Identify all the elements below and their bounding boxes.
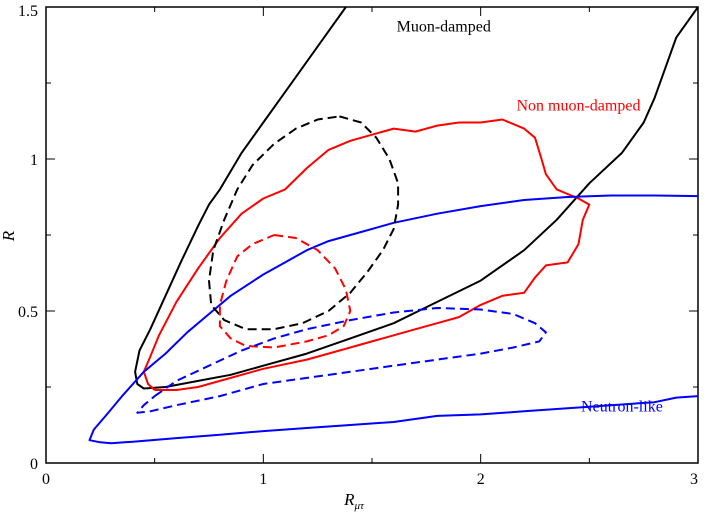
contour-curves [88,6,699,445]
x-tick-label-1: 1 [259,471,267,488]
series-line-3 [208,115,400,331]
x-tick-label-0: 0 [42,471,50,488]
y-tick-label-1.5: 1.5 [18,3,38,20]
x-tick-label-2: 2 [477,471,485,488]
axis-ticks [45,6,699,464]
y-tick-label-0: 0 [30,456,38,473]
x-tick-label-3: 3 [690,471,698,488]
plot-frame [45,6,699,464]
series-annotations: Muon-damped Non muon-damped Neutron-like [397,18,663,415]
x-axis-title-subscript: μτ [353,500,365,512]
annotation-label-0: Muon-damped [397,18,491,35]
y-axis-title: R [0,230,18,242]
series-line-2 [88,194,699,445]
x-axis-title-main: R [343,490,355,509]
annotation-label-2: Neutron-like [581,398,663,415]
annotation-label-1: Non muon-damped [516,97,640,114]
series-line-1 [142,118,591,391]
y-tick-label-1: 1 [30,152,38,169]
series-line-5 [136,307,547,414]
series-line-0 [134,6,699,390]
x-axis-title: Rμτ [343,490,365,512]
y-tick-label-0.5: 0.5 [18,304,38,321]
